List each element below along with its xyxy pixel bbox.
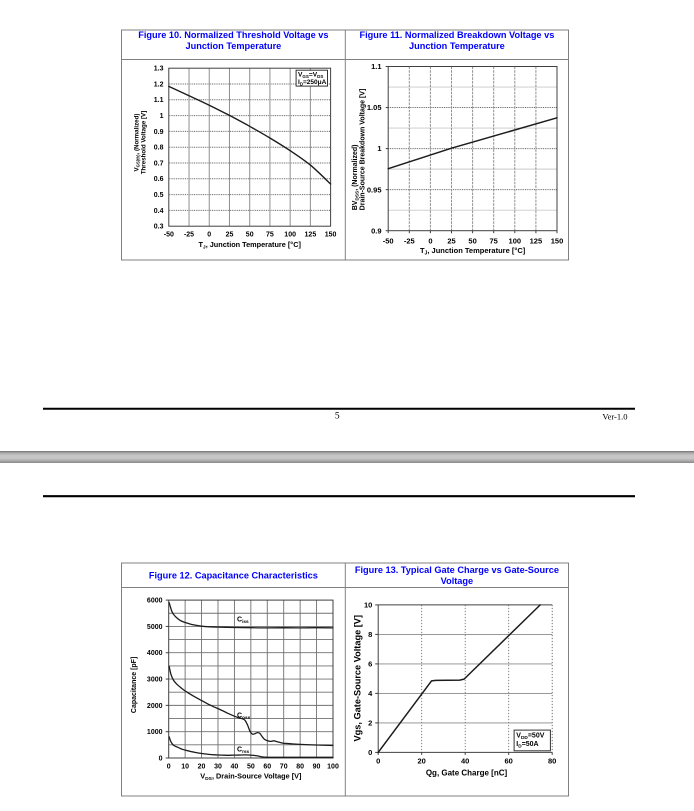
svg-text:-25: -25	[184, 231, 194, 238]
svg-text:Vgs, Gate-Source Voltage [V]: Vgs, Gate-Source Voltage [V]	[353, 615, 363, 741]
svg-text:-50: -50	[164, 231, 174, 238]
svg-text:1: 1	[377, 144, 381, 153]
svg-text:BVDSS​, (Normalized): BVDSS​, (Normalized)	[352, 144, 361, 210]
svg-text:80: 80	[296, 764, 304, 771]
svg-text:50: 50	[246, 231, 254, 238]
svg-text:0: 0	[207, 231, 211, 238]
svg-text:50: 50	[468, 236, 476, 245]
svg-text:1.1: 1.1	[154, 97, 164, 104]
svg-text:60: 60	[505, 757, 513, 766]
svg-text:Figure 10. Normalized Threshol: Figure 10. Normalized Threshold Voltage …	[138, 30, 328, 40]
svg-text:10: 10	[181, 764, 189, 771]
svg-text:VDS​, Drain-Source Voltage [V]: VDS​, Drain-Source Voltage [V]	[200, 772, 302, 783]
svg-text:40: 40	[231, 764, 239, 771]
svg-text:90: 90	[313, 764, 321, 771]
svg-text:150: 150	[325, 231, 337, 238]
svg-text:-50: -50	[383, 236, 394, 245]
svg-text:30: 30	[214, 764, 222, 771]
svg-text:Voltage: Voltage	[441, 576, 474, 586]
svg-text:8: 8	[368, 630, 372, 639]
svg-text:Figure 12. Capacitance Charact: Figure 12. Capacitance Characteristics	[149, 571, 318, 581]
svg-text:6: 6	[368, 660, 372, 669]
svg-text:6000: 6000	[147, 598, 163, 605]
svg-text:100: 100	[509, 236, 522, 245]
svg-text:0: 0	[159, 755, 163, 762]
svg-text:Junction Temperature: Junction Temperature	[185, 41, 281, 51]
svg-text:TJ​, Junction Temperature [°C]: TJ​, Junction Temperature [°C]	[198, 240, 301, 251]
svg-text:125: 125	[305, 231, 317, 238]
svg-text:0: 0	[167, 764, 171, 771]
svg-text:1: 1	[160, 113, 164, 120]
svg-text:150: 150	[551, 236, 564, 245]
svg-text:0.9: 0.9	[371, 226, 381, 235]
svg-text:50: 50	[247, 764, 255, 771]
svg-text:75: 75	[490, 236, 498, 245]
svg-text:Qg, Gate Charge [nC]: Qg, Gate Charge [nC]	[426, 769, 508, 778]
svg-text:0.6: 0.6	[154, 176, 164, 183]
svg-text:20: 20	[418, 757, 426, 766]
svg-text:Drain-Source Breakdown Voltage: Drain-Source Breakdown Voltage [V]	[360, 89, 367, 211]
svg-text:-25: -25	[404, 236, 415, 245]
svg-text:0.95: 0.95	[367, 185, 382, 194]
svg-text:1.2: 1.2	[154, 81, 164, 88]
svg-text:TJ​, Junction Temperature [°C]: TJ​, Junction Temperature [°C]	[420, 246, 526, 257]
svg-text:125: 125	[530, 236, 543, 245]
svg-text:80: 80	[548, 757, 556, 766]
svg-text:1000: 1000	[147, 729, 163, 736]
svg-text:20: 20	[198, 764, 206, 771]
svg-text:100: 100	[284, 231, 296, 238]
svg-text:0.3: 0.3	[154, 224, 164, 231]
svg-text:0.9: 0.9	[154, 129, 164, 136]
svg-text:Figure 11. Normalized Breakdow: Figure 11. Normalized Breakdown Voltage …	[359, 30, 554, 40]
svg-text:0: 0	[428, 236, 432, 245]
svg-text:0: 0	[368, 748, 372, 757]
svg-text:Coss​: Coss​	[237, 713, 251, 722]
svg-text:0.8: 0.8	[154, 145, 164, 152]
svg-text:VGS(th)​, (Normalized): VGS(th)​, (Normalized)	[133, 114, 140, 172]
svg-text:2: 2	[368, 719, 372, 728]
svg-text:100: 100	[327, 764, 339, 771]
svg-text:4000: 4000	[147, 650, 163, 657]
svg-text:25: 25	[226, 231, 234, 238]
svg-text:4: 4	[368, 689, 373, 698]
svg-text:ID​=250μA: ID​=250μA	[298, 79, 327, 86]
svg-text:VGS​=VDS​: VGS​=VDS​	[298, 72, 323, 79]
svg-text:Figure 13. Typical Gate Charge: Figure 13. Typical Gate Charge vs Gate-S…	[355, 565, 559, 575]
svg-text:70: 70	[280, 764, 288, 771]
svg-text:25: 25	[447, 236, 455, 245]
svg-text:Ciss​: Ciss​	[237, 617, 249, 626]
svg-text:1.3: 1.3	[154, 66, 164, 73]
svg-text:Junction Temperature: Junction Temperature	[409, 41, 505, 51]
svg-text:1.1: 1.1	[371, 62, 381, 71]
svg-text:0.4: 0.4	[154, 208, 164, 215]
svg-text:0: 0	[376, 757, 380, 766]
svg-text:75: 75	[266, 231, 274, 238]
svg-text:0.7: 0.7	[154, 160, 164, 167]
svg-text:5: 5	[335, 412, 340, 422]
svg-text:10: 10	[364, 601, 372, 610]
svg-text:1.05: 1.05	[367, 103, 382, 112]
svg-text:0.5: 0.5	[154, 192, 164, 199]
svg-text:Capacitance [pF]: Capacitance [pF]	[131, 657, 138, 713]
svg-text:VDD​=50V: VDD​=50V	[516, 733, 544, 742]
svg-text:2000: 2000	[147, 703, 163, 710]
svg-text:Crss​: Crss​	[237, 747, 250, 756]
svg-text:Ver-1.0: Ver-1.0	[602, 412, 627, 422]
svg-text:3000: 3000	[147, 676, 163, 683]
svg-text:Threshold Voltage [V]: Threshold Voltage [V]	[140, 111, 147, 174]
svg-text:5000: 5000	[147, 624, 163, 631]
svg-text:ID​=50A: ID​=50A	[516, 741, 538, 750]
svg-text:60: 60	[263, 764, 271, 771]
svg-text:40: 40	[461, 757, 469, 766]
